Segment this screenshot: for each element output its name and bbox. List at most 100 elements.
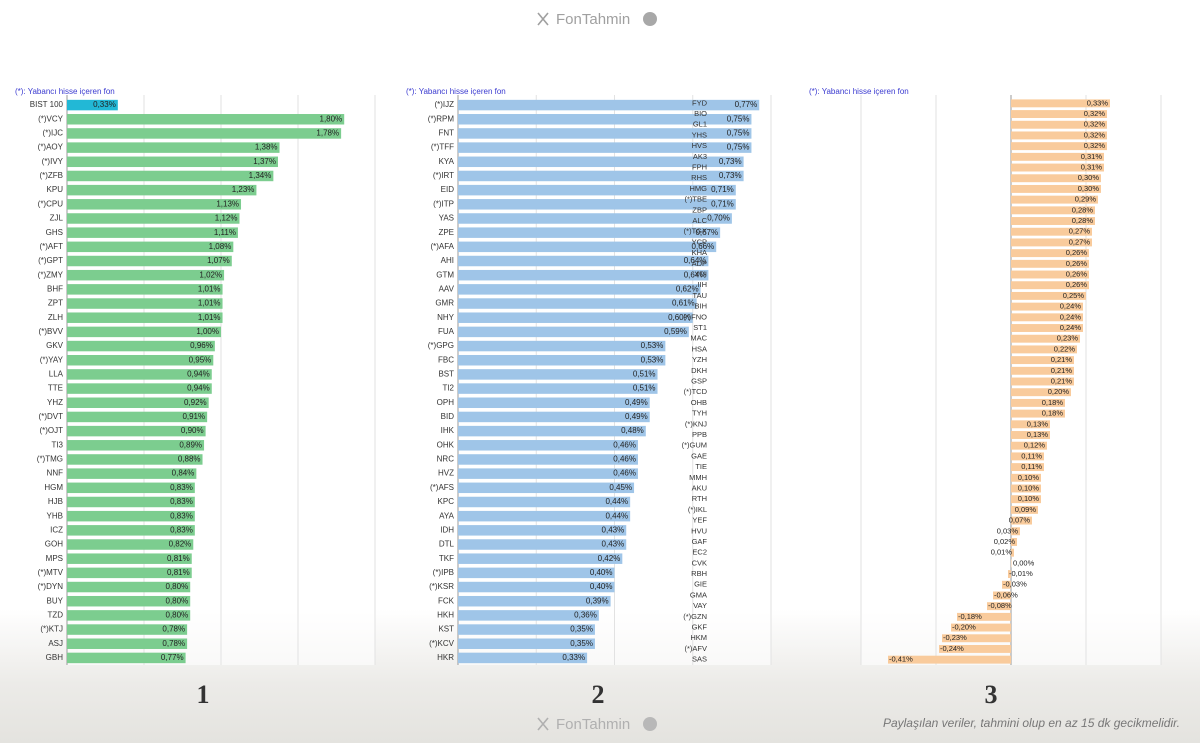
value-label: 0,59% [664,327,687,336]
bar [1011,538,1017,546]
category-label: (*)TBE [685,195,708,204]
value-label: 0,75% [727,143,750,152]
category-label: HKM [690,633,707,642]
value-label: 0,83% [170,511,193,520]
category-label: GKF [692,623,708,632]
value-label: 0,67% [695,228,718,237]
value-label: 0,24% [1060,312,1082,321]
bar [1011,110,1107,119]
bar [458,99,760,111]
bar [1011,527,1020,536]
chart-title: 2 [592,680,605,709]
bar [458,227,721,238]
brand: FonTahmin [556,11,630,28]
category-label: FNT [438,129,454,138]
value-label: 0,46% [613,455,636,464]
category-label: BST [438,370,454,379]
value-label: 0,20% [1048,387,1070,396]
category-label: ZPT [48,299,63,308]
category-label: GIE [694,580,707,589]
value-label: 0,22% [1054,344,1076,353]
bar [1011,324,1083,332]
bar [458,114,752,125]
x-logo [537,12,549,26]
bar [67,227,238,238]
bar [1011,131,1107,140]
category-label: (*)AOY [38,143,64,152]
bar [458,369,658,380]
category-label: KHA [692,248,707,257]
value-label: 1,23% [232,185,255,194]
bar [1011,163,1104,172]
category-label: (*)KTJ [40,625,63,634]
category-label: BHF [47,284,63,293]
value-label: 0,94% [187,370,210,379]
category-label: MMH [689,473,707,482]
bar [67,652,186,664]
category-label: HGM [44,483,63,492]
bar [1011,377,1074,386]
value-label: 0,33% [1087,98,1109,107]
bar [458,255,709,267]
bar [458,340,666,352]
bar [458,496,631,508]
value-label: 0,31% [1081,152,1103,161]
bar [67,581,191,593]
x-logo [537,717,549,731]
value-label: 0,30% [1078,173,1100,182]
category-label: TI3 [51,440,63,449]
header: FonTahmin [537,11,657,28]
value-label: 0,24% [1060,323,1082,332]
bar [67,454,203,465]
category-label: (*)GUM [682,441,707,450]
bar [67,128,342,139]
bar [458,383,658,394]
category-label: BUY [47,596,64,605]
value-label: 0,53% [641,341,664,350]
category-label: GBH [46,653,64,662]
bar [1011,120,1107,129]
category-label: GSP [691,376,707,385]
bar [458,241,717,253]
bar [67,369,212,380]
value-label: 0,31% [1081,163,1103,172]
charts: BIST 100 0,33% (*)VCY 1,80% (*)IJC 1,78% (*)AO… [15,87,1162,709]
category-label: ZBP [692,205,707,214]
category-label: GAE [691,451,707,460]
value-label: 0,78% [162,639,185,648]
bar [67,170,274,182]
value-label: 1,34% [249,171,272,180]
bar [1011,291,1086,300]
value-label: 1,11% [214,228,236,237]
category-label: (*)IRT [433,171,454,180]
value-label: 0,84% [172,469,195,478]
bar [1011,516,1032,525]
category-label: HVZ [438,469,454,478]
category-label: ADP [692,259,707,268]
category-label: ZPE [438,228,454,237]
category-label: (*)VCY [38,114,64,123]
value-label: 1,80% [320,114,343,123]
category-label: IHK [441,426,455,435]
value-label: 0,21% [1051,376,1073,385]
value-label: 0,78% [162,625,185,634]
bar [67,312,223,323]
value-label: 0,77% [161,653,184,662]
category-label: GTM [436,270,454,279]
value-label: 0,92% [184,398,207,407]
value-label: 0,13% [1027,430,1049,439]
category-label: (*)DVT [39,412,64,421]
value-label: 0,10% [1018,494,1040,503]
bar [1011,142,1107,151]
category-label: YHB [47,511,63,520]
bar [1011,388,1071,397]
bar [67,340,215,352]
footer: FonTahmin Paylaşılan veriler, tahmini ol… [537,716,1180,733]
bar [458,354,666,366]
category-label: (*)RPM [428,114,455,123]
category-label: HJB [48,497,63,506]
category-label: KPC [438,497,455,506]
category-label: BID [441,412,455,421]
category-label: FPH [692,163,707,172]
value-label: 0,71% [711,199,734,208]
